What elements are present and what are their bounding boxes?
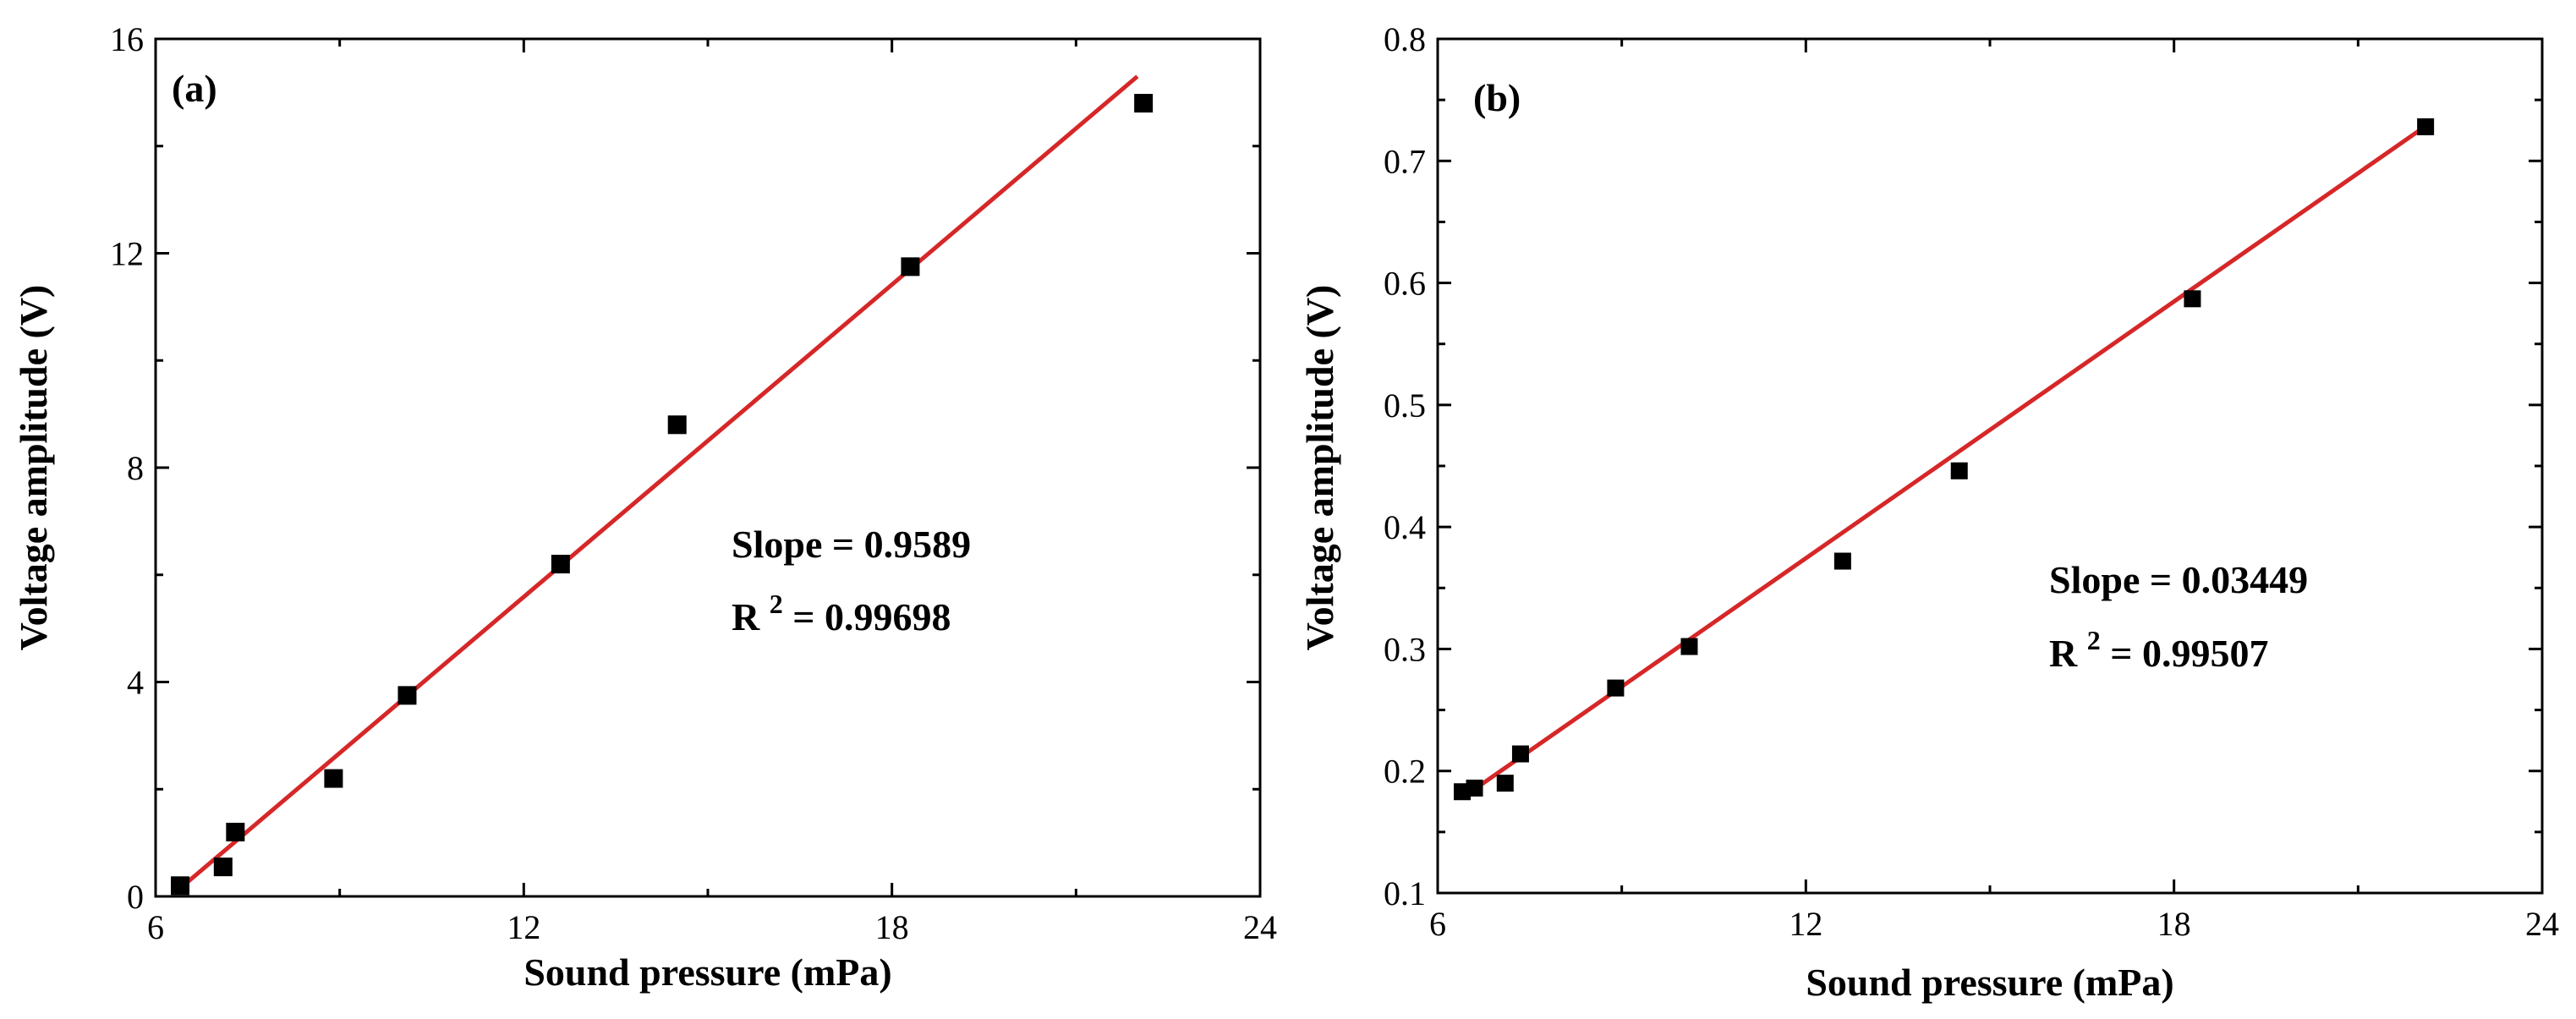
panel-a-x-tick-label: 12	[507, 908, 540, 946]
panel-a-label: (a)	[172, 67, 217, 110]
panel-b-y-tick-label: 0.2	[1384, 753, 1426, 791]
panel-b-y-axis-title: Voltage amplitude (V)	[1298, 285, 1341, 651]
panel-b-data-point	[1466, 779, 1483, 797]
panel-a-data-point	[551, 555, 570, 574]
panel-b-x-tick-label: 24	[2525, 905, 2559, 943]
panel-b-r2-annotation: R 2 = 0.99507	[2049, 615, 2268, 675]
panel-a-data-point	[171, 876, 190, 896]
panel-a-y-tick-label: 4	[127, 664, 144, 702]
panel-b-r2-prefix: R	[2049, 632, 2078, 675]
panel-b-y-tick-label: 0.1	[1384, 874, 1426, 912]
panel-a-data-point	[226, 822, 245, 841]
panel-a-data-point	[901, 257, 920, 277]
panel-a-y-tick-label: 16	[110, 20, 144, 58]
panel-b-y-tick-label: 0.4	[1384, 508, 1426, 546]
panel-a-x-tick-label: 18	[875, 908, 909, 946]
panel-a-r2-superscript: 2	[770, 589, 783, 619]
panel-b-data-point	[1680, 638, 1698, 655]
panel-b-data-point	[2417, 118, 2435, 135]
panel-b-slope-annotation: Slope = 0.03449	[2049, 558, 2308, 601]
panel-b-fit	[1461, 129, 2421, 800]
panel-a-data-point	[213, 857, 233, 877]
panel-b-y-tick-label: 0.7	[1384, 142, 1426, 180]
panel-b-plot-frame	[1436, 37, 2544, 895]
panel-a-y-tick-label: 12	[110, 235, 144, 273]
panel-a-x-tick-label: 6	[147, 908, 164, 946]
panel-a-r2-value: = 0.99698	[792, 595, 951, 638]
panel-a-data-point	[1134, 94, 1154, 113]
panel-b-y-tick-label: 0.8	[1384, 20, 1426, 58]
panel-a-data-point	[324, 769, 343, 788]
panel-b-chart: 6 12 18 24 0.1 0.2 0.3 0.4 0.5 0.6 0.7 0.8 (b) Soun…	[1298, 20, 2559, 1004]
panel-b-data-point	[1496, 775, 1514, 792]
panel-b-fit-line	[1461, 129, 2421, 800]
panel-b-data-point	[1833, 552, 1851, 570]
panel-a-y-tick-label: 8	[127, 449, 144, 487]
panel-a-x-tick-label: 24	[1243, 908, 1277, 946]
panel-a-y-axis-title: Voltage amplitude (V)	[12, 285, 55, 651]
panel-b-y-tick-label: 0.5	[1384, 386, 1426, 425]
panel-a-tick-labels: 6 12 18 24 0 4 8 12 16	[110, 20, 1277, 946]
panel-b-y-tick-label: 0.3	[1384, 630, 1426, 668]
panel-b-tick-labels: 6 12 18 24 0.1 0.2 0.3 0.4 0.5 0.6 0.7 0.8	[1384, 20, 2559, 943]
panel-b-x-tick-label: 18	[2157, 905, 2191, 943]
panel-b-x-tick-label: 6	[1429, 905, 1446, 943]
panel-b-data-point	[1950, 462, 1968, 479]
panel-a-slope-annotation: Slope = 0.9589	[732, 523, 971, 566]
panel-a-data-point	[397, 686, 417, 705]
panel-a-r2-annotation: R 2 = 0.99698	[732, 578, 951, 638]
panel-b-x-axis-title: Sound pressure (mPa)	[1806, 961, 2173, 1004]
panel-a-x-axis-title: Sound pressure (mPa)	[523, 951, 891, 994]
panel-b-points	[1454, 118, 2435, 801]
panel-b-r2-value: = 0.99507	[2110, 632, 2268, 675]
panel-b-data-point	[1607, 679, 1625, 697]
panel-b-x-tick-label: 12	[1789, 905, 1822, 943]
panel-a-y-tick-label: 0	[127, 878, 144, 916]
panel-b-y-tick-label: 0.6	[1384, 265, 1426, 303]
panel-b-data-point	[1511, 745, 1529, 763]
panel-a-fit-line	[178, 74, 1139, 890]
panel-b-ticks	[1436, 37, 2544, 895]
panel-a-points	[171, 94, 1154, 896]
panel-a-fit	[178, 74, 1139, 890]
panel-a-data-point	[667, 415, 687, 435]
panel-b-r2-superscript: 2	[2087, 625, 2101, 655]
panel-a-r2-prefix: R	[732, 595, 760, 638]
panel-b-label: (b)	[1473, 76, 1521, 119]
panel-a-ticks	[154, 37, 1262, 898]
panel-b-data-point	[2184, 290, 2201, 308]
